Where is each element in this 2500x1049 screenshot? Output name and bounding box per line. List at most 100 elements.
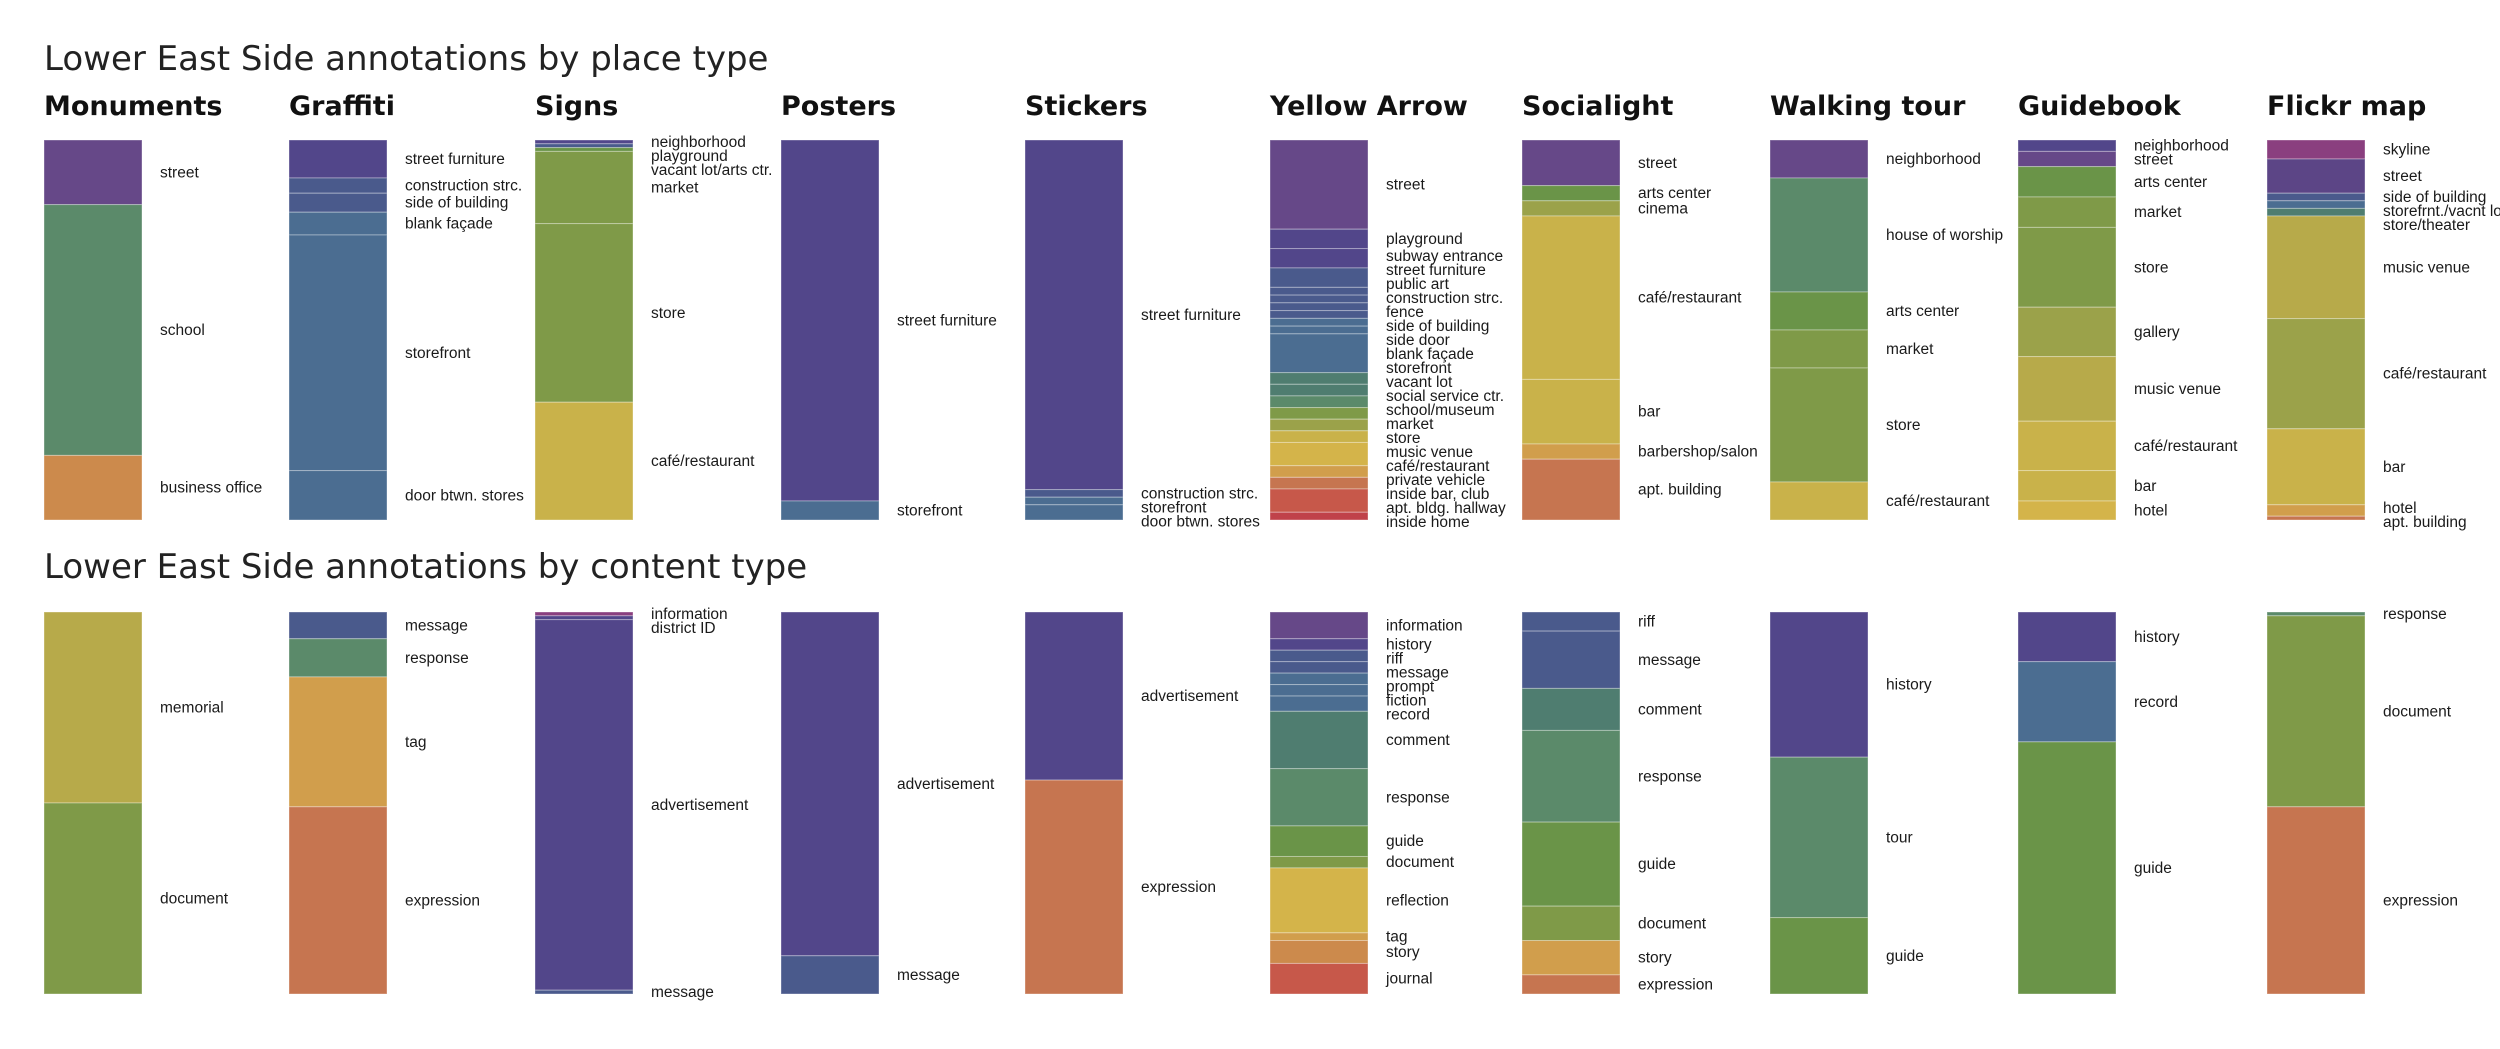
- bar-segment-yellow-arrow-riff: [1269, 649, 1369, 663]
- segment-label-guidebook-hotel: hotel: [2134, 503, 2168, 520]
- bar-segment-yellow-arrow-prompt: [1269, 672, 1369, 686]
- bar-segment-walking-tour-history: [1769, 611, 1869, 758]
- segment-label-signs-advertisement: advertisement: [651, 797, 749, 814]
- bar-segment-socialight-arts-center: [1521, 185, 1621, 202]
- bar-segment-yellow-arrow-side-door: [1269, 317, 1369, 327]
- bar-segment-graffiti-construction-strc: [288, 177, 388, 194]
- segment-label-yellow-arrow-street-furniture: street furniture: [1386, 262, 1486, 279]
- segment-label-socialight-comment: comment: [1638, 701, 1702, 718]
- bar-segment-walking-tour-house-of-worship: [1769, 177, 1869, 293]
- segment-label-walking-tour-caf-restaurant: café/restaurant: [1886, 493, 1990, 510]
- segment-label-guidebook-arts-center: arts center: [2134, 174, 2207, 191]
- bar-segment-monuments-business-office: [43, 454, 143, 521]
- segment-label-flickr-map-skyline: skyline: [2383, 142, 2430, 159]
- bar-segment-yellow-arrow-guide: [1269, 825, 1369, 857]
- segment-label-yellow-arrow-school-museum: school/museum: [1386, 402, 1495, 419]
- segment-label-guidebook-record: record: [2134, 694, 2178, 711]
- segment-label-socialight-apt-building: apt. building: [1638, 482, 1722, 499]
- bar-segment-socialight-response: [1521, 729, 1621, 823]
- segment-label-graffiti-blank-fa-ade: blank façade: [405, 216, 493, 233]
- segment-label-flickr-map-expression: expression: [2383, 892, 2458, 909]
- segment-label-yellow-arrow-inside-bar-club: inside bar, club: [1386, 486, 1489, 503]
- segment-label-walking-tour-store: store: [1886, 417, 1920, 434]
- segment-label-yellow-arrow-document: document: [1386, 854, 1455, 871]
- bar-segment-socialight-apt-building: [1521, 458, 1621, 521]
- bar-segment-yellow-arrow-record: [1269, 695, 1369, 712]
- column-title-walking-tour: Walking tour: [1770, 91, 1966, 122]
- bar-segment-signs-caf-restaurant: [534, 401, 634, 521]
- bar-segment-yellow-arrow-public-art: [1269, 286, 1369, 296]
- bar-segment-yellow-arrow-story: [1269, 940, 1369, 964]
- bar-segment-yellow-arrow-music-venue: [1269, 430, 1369, 443]
- bar-segment-yellow-arrow-side-of-building: [1269, 310, 1369, 319]
- bar-segment-guidebook-caf-restaurant: [2017, 420, 2117, 472]
- bar-segment-yellow-arrow-playground: [1269, 228, 1369, 250]
- segment-label-yellow-arrow-tag: tag: [1386, 929, 1408, 946]
- segment-label-graffiti-construction-strc: construction strc.: [405, 178, 522, 195]
- bar-segment-guidebook-record: [2017, 661, 2117, 743]
- bar-segment-signs-market: [534, 150, 634, 225]
- segment-label-graffiti-street-furniture: street furniture: [405, 151, 505, 168]
- segment-label-guidebook-neighborhood: neighborhood: [2134, 138, 2229, 155]
- bar-segment-yellow-arrow-tag: [1269, 932, 1369, 942]
- bar-segment-yellow-arrow-construction-strc: [1269, 294, 1369, 304]
- segment-label-guidebook-market: market: [2134, 204, 2182, 221]
- segment-label-socialight-story: story: [1638, 950, 1672, 967]
- segment-label-guidebook-store: store: [2134, 259, 2168, 276]
- bar-segment-yellow-arrow-information: [1269, 611, 1369, 640]
- bar-segment-guidebook-market: [2017, 196, 2117, 228]
- segment-label-flickr-map-storefrnt-vacnt-lot: storefrnt./vacnt lot: [2383, 203, 2500, 220]
- bar-segment-flickr-map-street: [2266, 158, 2366, 194]
- segment-label-flickr-map-document: document: [2383, 703, 2452, 720]
- segment-label-flickr-map-apt-building: apt. building: [2383, 514, 2467, 531]
- segment-label-socialight-street: street: [1638, 155, 1677, 172]
- segment-label-yellow-arrow-comment: comment: [1386, 732, 1450, 749]
- bar-segment-socialight-message: [1521, 630, 1621, 689]
- bar-segment-posters-street-furniture: [780, 139, 880, 502]
- segment-label-yellow-arrow-subway-entrance: subway entrance: [1386, 248, 1503, 265]
- segment-label-stickers-construction-strc: construction strc.: [1141, 485, 1258, 502]
- bar-segment-socialight-barbershop-salon: [1521, 443, 1621, 460]
- bar-segment-socialight-expression: [1521, 974, 1621, 995]
- bar-segment-stickers-street-furniture: [1024, 139, 1124, 491]
- segment-label-flickr-map-side-of-building: side of building: [2383, 189, 2486, 206]
- column-title-signs: Signs: [535, 91, 618, 122]
- bar-segment-yellow-arrow-reflection: [1269, 867, 1369, 934]
- segment-label-monuments-school: school: [160, 322, 205, 339]
- segment-label-yellow-arrow-private-vehicle: private vehicle: [1386, 472, 1485, 489]
- bar-segment-posters-advertisement: [780, 611, 880, 957]
- bar-segment-graffiti-expression: [288, 806, 388, 995]
- bar-segment-signs-vacant-lot-arts-ctr: [534, 147, 634, 152]
- bar-segment-walking-tour-arts-center: [1769, 291, 1869, 331]
- bar-segment-socialight-riff: [1521, 611, 1621, 632]
- segment-label-socialight-document: document: [1638, 915, 1707, 932]
- segment-label-walking-tour-market: market: [1886, 341, 1934, 358]
- bar-segment-yellow-arrow-blank-fa-ade: [1269, 325, 1369, 335]
- segment-label-socialight-response: response: [1638, 768, 1702, 785]
- bar-segment-yellow-arrow-store: [1269, 418, 1369, 432]
- bar-segment-guidebook-guide: [2017, 741, 2117, 995]
- bar-segment-yellow-arrow-fence: [1269, 302, 1369, 312]
- segment-label-monuments-document: document: [160, 891, 229, 908]
- segment-label-yellow-arrow-story: story: [1386, 944, 1420, 961]
- bar-segment-walking-tour-caf-restaurant: [1769, 481, 1869, 521]
- column-title-yellow-arrow: Yellow Arrow: [1269, 91, 1468, 122]
- bar-segment-guidebook-hotel: [2017, 500, 2117, 521]
- bar-segment-flickr-map-bar: [2266, 428, 2366, 506]
- bar-segment-signs-advertisement: [534, 619, 634, 991]
- bar-segment-yellow-arrow-caf-restaurant: [1269, 441, 1369, 467]
- bar-segment-monuments-school: [43, 204, 143, 456]
- segment-label-yellow-arrow-storefront: storefront: [1386, 360, 1452, 377]
- segment-label-guidebook-gallery: gallery: [2134, 324, 2180, 341]
- segment-label-signs-caf-restaurant: café/restaurant: [651, 453, 755, 470]
- segment-label-walking-tour-house-of-worship: house of worship: [1886, 227, 2003, 244]
- bar-segment-signs-store: [534, 223, 634, 403]
- segment-label-yellow-arrow-side-of-building: side of building: [1386, 318, 1489, 335]
- segment-label-yellow-arrow-inside-home: inside home: [1386, 514, 1470, 531]
- column-title-graffiti: Graffiti: [289, 91, 395, 122]
- bar-segment-socialight-guide: [1521, 821, 1621, 907]
- bar-segment-graffiti-message: [288, 611, 388, 640]
- bar-segment-flickr-map-hotel: [2266, 504, 2366, 517]
- segment-label-socialight-bar: bar: [1638, 404, 1660, 421]
